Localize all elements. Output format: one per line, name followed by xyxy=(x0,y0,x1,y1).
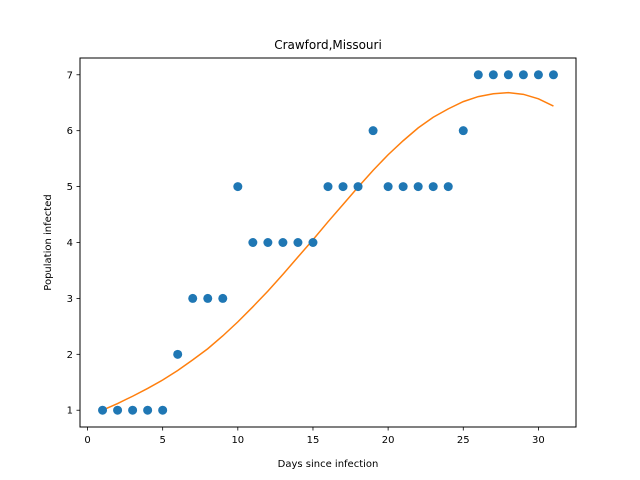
data-point xyxy=(533,70,543,80)
y-tick-label: 5 xyxy=(67,182,73,193)
data-point xyxy=(248,238,258,247)
y-tick-label: 2 xyxy=(67,350,73,361)
x-tick-label: 5 xyxy=(159,435,165,446)
data-point xyxy=(218,293,228,303)
x-axis-label: Days since infection xyxy=(278,459,379,470)
x-tick-label: 20 xyxy=(382,435,395,446)
fit-curve-line xyxy=(102,91,554,411)
data-point xyxy=(503,70,513,80)
y-tick-label: 7 xyxy=(67,70,73,81)
x-tick-label: 0 xyxy=(84,435,90,446)
data-point xyxy=(323,182,333,192)
y-tick-label: 6 xyxy=(67,126,73,137)
data-point xyxy=(128,405,138,415)
data-point xyxy=(143,405,153,415)
axes-frame xyxy=(79,57,577,428)
y-tick-label: 4 xyxy=(67,238,73,249)
data-point xyxy=(233,182,243,192)
data-point xyxy=(278,238,288,247)
data-point xyxy=(413,182,423,192)
x-tick-label: 30 xyxy=(532,435,545,446)
data-point xyxy=(293,238,303,247)
x-tick-label: 15 xyxy=(307,435,320,446)
x-tick-label: 25 xyxy=(457,435,470,446)
data-point xyxy=(458,126,468,136)
data-point xyxy=(263,238,273,247)
y-axis-ticks: 1 2 3 4 5 6 7 xyxy=(67,70,80,417)
data-point xyxy=(173,349,183,359)
data-point xyxy=(368,126,378,136)
data-point xyxy=(203,293,213,303)
y-tick-label: 3 xyxy=(67,294,73,305)
x-axis-ticks: 0 5 10 15 20 25 30 xyxy=(84,427,545,446)
data-point xyxy=(188,293,198,303)
data-point xyxy=(518,70,528,80)
data-point xyxy=(443,182,453,192)
data-point xyxy=(113,405,123,415)
data-point xyxy=(383,182,393,192)
data-point xyxy=(548,70,558,80)
data-point xyxy=(353,182,363,192)
data-point xyxy=(338,182,348,192)
plot-area xyxy=(98,70,558,415)
data-point xyxy=(158,405,168,415)
y-axis-label: Population infected xyxy=(43,194,54,290)
chart-title: Crawford,Missouri xyxy=(274,38,382,52)
data-point xyxy=(308,238,318,247)
data-point xyxy=(473,70,483,80)
data-point xyxy=(398,182,408,192)
y-tick-label: 1 xyxy=(67,406,73,417)
data-point xyxy=(428,182,438,192)
x-tick-label: 10 xyxy=(231,435,244,446)
data-point xyxy=(488,70,498,80)
data-point xyxy=(98,405,108,415)
